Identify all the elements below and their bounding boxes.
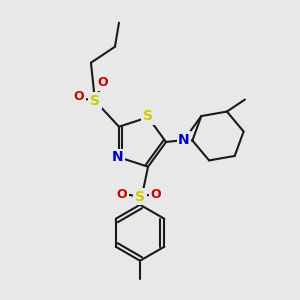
Text: O: O xyxy=(74,90,84,103)
Text: O: O xyxy=(117,188,127,201)
Text: O: O xyxy=(151,188,161,201)
Text: S: S xyxy=(135,190,145,204)
Text: S: S xyxy=(143,109,153,123)
Text: N: N xyxy=(178,133,190,147)
Text: O: O xyxy=(98,76,108,89)
Text: N: N xyxy=(112,150,124,164)
Text: S: S xyxy=(90,94,100,108)
